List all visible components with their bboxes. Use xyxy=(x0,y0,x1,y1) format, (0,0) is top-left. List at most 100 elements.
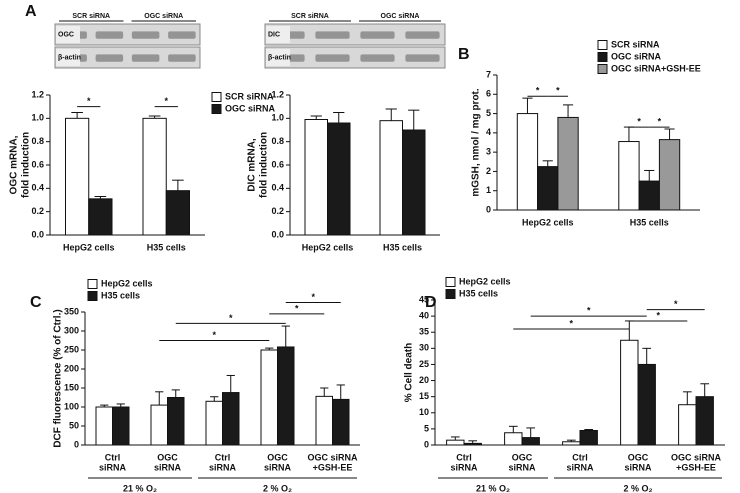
blot-strip xyxy=(264,46,446,69)
y-tick-label: 0.8 xyxy=(271,136,284,146)
legend-swatch xyxy=(87,291,98,301)
y-tick-label: 1.0 xyxy=(31,113,44,123)
legend-label: HepG2 cells xyxy=(459,276,511,286)
x-tick-label: OGC siRNA xyxy=(307,452,358,462)
legend-swatch xyxy=(211,92,222,102)
x-tick-label: HepG2 cells xyxy=(63,242,115,252)
legend-label: H35 cells xyxy=(101,290,140,300)
bar xyxy=(537,166,559,211)
x-tick-label: siRNA xyxy=(450,462,478,472)
legend-label: OGC siRNA xyxy=(225,103,276,113)
blot-band xyxy=(95,31,124,39)
significance-label: * xyxy=(87,96,91,106)
legend-label: SCR siRNA xyxy=(225,91,274,101)
y-tick-label: 6 xyxy=(486,89,491,99)
significance-label: * xyxy=(658,116,662,126)
x-tick-label: OGC xyxy=(628,452,649,462)
significance-label: * xyxy=(164,96,168,106)
significance-label: * xyxy=(295,303,299,313)
bar xyxy=(222,392,240,446)
bar xyxy=(379,120,403,236)
blot-band xyxy=(131,31,160,39)
y-tick-label: 0 xyxy=(486,204,491,214)
significance-label: * xyxy=(311,292,315,302)
y-tick-label: 1.2 xyxy=(271,89,284,99)
y-axis-label: DCF fluorescence (% of Ctrl.) xyxy=(53,309,64,447)
group-label: 21 % O₂ xyxy=(476,483,510,493)
blot-strip xyxy=(264,23,446,46)
bar xyxy=(205,400,223,446)
x-tick-label: siRNA xyxy=(99,462,127,472)
y-tick-label: 4 xyxy=(486,127,491,137)
bar xyxy=(521,437,540,446)
y-tick-label: 200 xyxy=(64,363,79,373)
blot-row-label: DIC xyxy=(268,31,280,38)
y-axis-label: % Cell death xyxy=(404,343,415,402)
y-tick-label: 0.2 xyxy=(31,206,44,216)
significance-label: * xyxy=(587,305,591,315)
blot-strip xyxy=(54,46,201,69)
legend-label: OGC siRNA+GSH-EE xyxy=(611,63,701,73)
blot-lane-label: SCR siRNA xyxy=(72,13,110,20)
bar xyxy=(277,346,295,446)
bar xyxy=(88,198,113,236)
y-axis-label: fold induction xyxy=(21,132,32,198)
y-tick-label: 45 xyxy=(419,294,429,304)
x-tick-label: OGC xyxy=(157,452,178,462)
blot-label-bg xyxy=(266,26,290,43)
y-tick-label: 0.2 xyxy=(271,206,284,216)
x-tick-label: OGC siRNA xyxy=(671,452,722,462)
y-tick-label: 20 xyxy=(419,375,429,385)
x-tick-label: HepG2 cells xyxy=(302,242,354,252)
y-tick-label: 150 xyxy=(64,382,79,392)
y-tick-label: 100 xyxy=(64,401,79,411)
bar xyxy=(557,116,579,211)
bar xyxy=(620,339,639,446)
x-tick-label: siRNA xyxy=(154,462,182,472)
bar xyxy=(516,113,539,211)
significance-label: * xyxy=(536,86,540,96)
y-tick-label: 40 xyxy=(419,310,429,320)
y-axis-label: mGSH, nmol / mg prot. xyxy=(471,88,482,197)
y-tick-label: 50 xyxy=(69,420,79,430)
y-axis-label: OGC mRNA, xyxy=(9,135,20,194)
x-tick-label: Ctrl xyxy=(572,452,588,462)
x-tick-label: siRNA xyxy=(566,462,594,472)
legend-swatch xyxy=(597,52,608,62)
blot-band xyxy=(168,54,196,62)
x-tick-label: siRNA xyxy=(264,462,292,472)
panel-letter: B xyxy=(458,46,470,63)
significance-label: * xyxy=(657,310,661,320)
significance-label: * xyxy=(674,299,678,309)
x-tick-label: OGC xyxy=(512,452,533,462)
y-tick-label: 25 xyxy=(419,359,429,369)
y-tick-label: 3 xyxy=(486,147,491,157)
x-tick-label: Ctrl xyxy=(215,452,231,462)
x-tick-label: H35 cells xyxy=(147,242,186,252)
blot-band xyxy=(131,54,160,62)
legend-swatch xyxy=(597,40,608,50)
y-axis-label: DIC mRNA, xyxy=(247,138,258,192)
legend-swatch xyxy=(597,64,608,74)
bar xyxy=(637,363,656,446)
bar xyxy=(678,404,697,446)
x-tick-label: siRNA xyxy=(508,462,536,472)
x-tick-label: H35 cells xyxy=(383,242,422,252)
x-tick-label: Ctrl xyxy=(105,452,121,462)
bar xyxy=(638,180,660,211)
x-tick-label: siRNA xyxy=(624,462,652,472)
bar xyxy=(695,396,714,446)
y-tick-label: 2 xyxy=(486,166,491,176)
group-label: 2 % O₂ xyxy=(263,483,292,493)
bar xyxy=(463,442,482,446)
y-tick-label: 0.0 xyxy=(271,229,284,239)
y-tick-label: 0 xyxy=(424,439,429,449)
bar xyxy=(315,395,333,446)
bar xyxy=(618,141,640,211)
y-tick-label: 0.4 xyxy=(31,183,44,193)
legend-swatch xyxy=(445,277,456,287)
y-tick-label: 300 xyxy=(64,325,79,335)
significance-label: * xyxy=(637,116,641,126)
blot-row-label: β-actin xyxy=(268,54,291,61)
